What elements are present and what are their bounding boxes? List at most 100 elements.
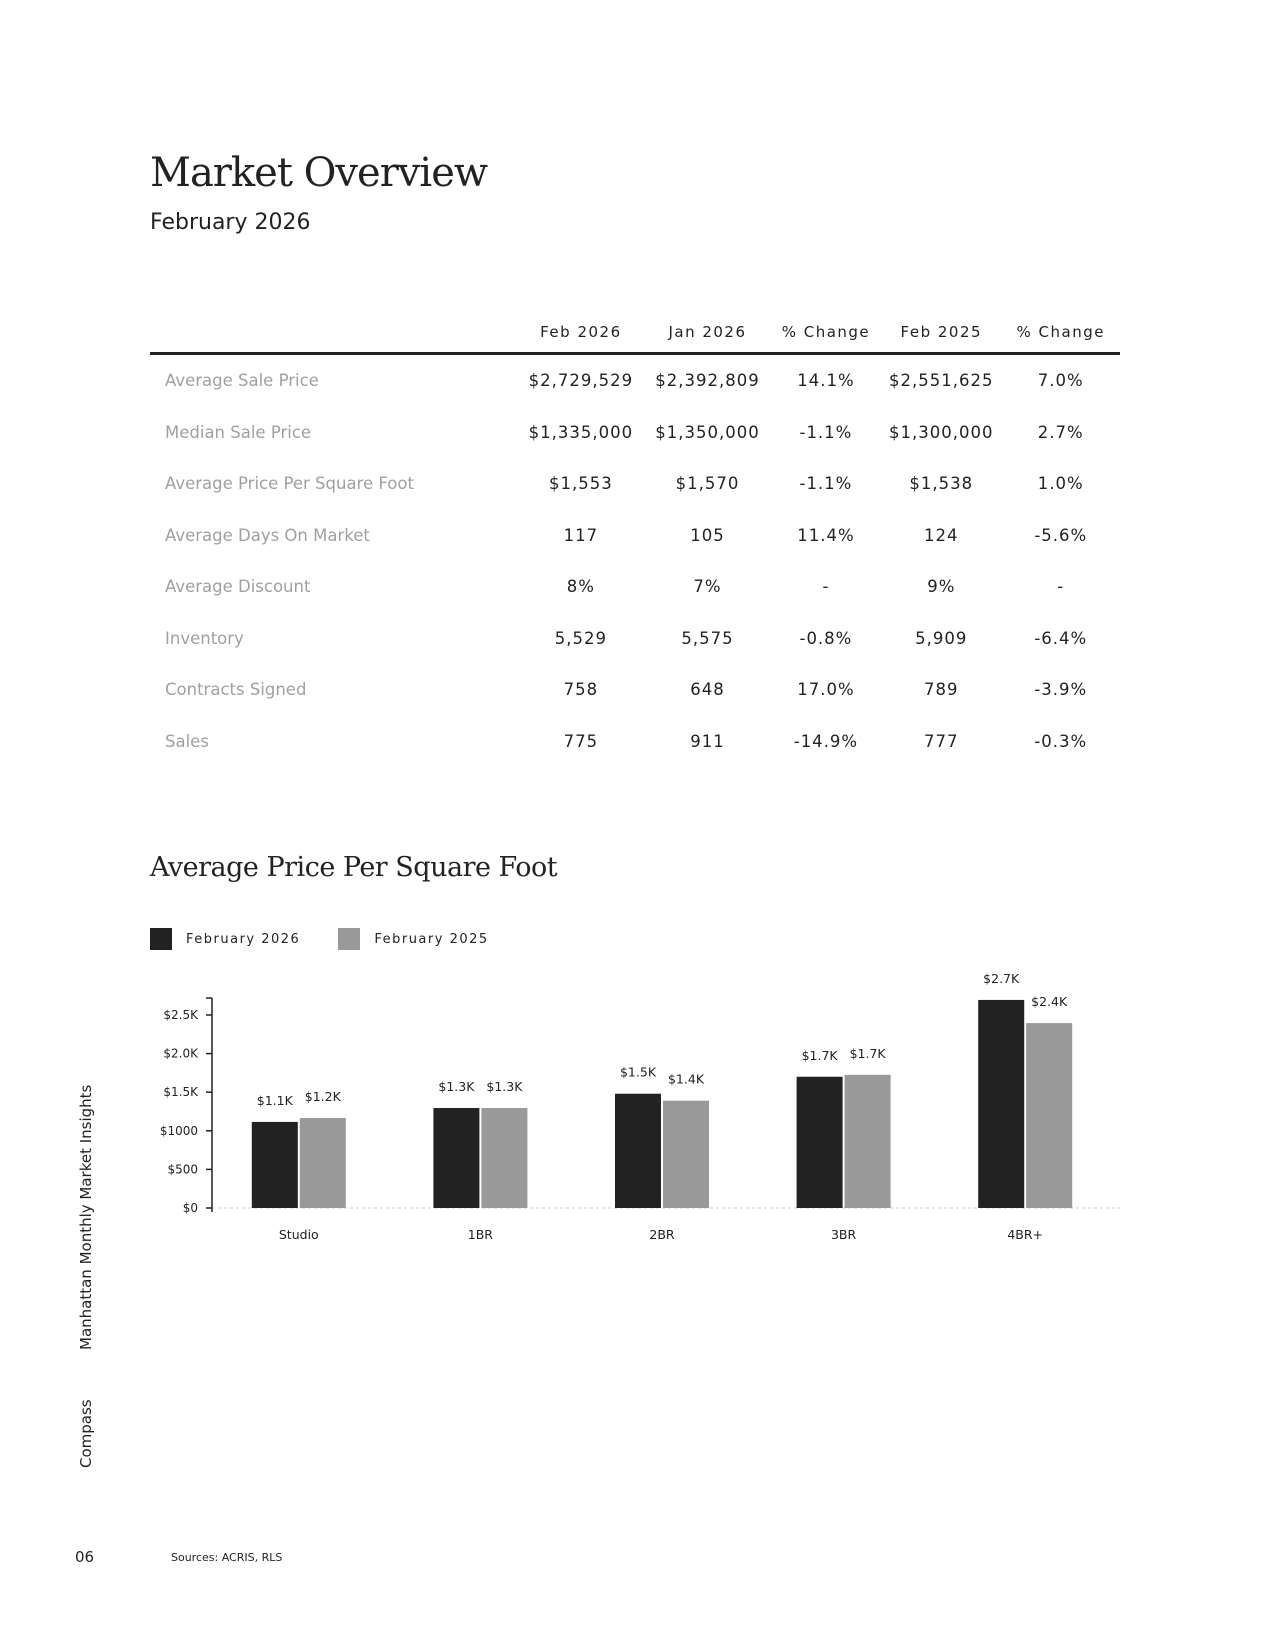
table-row: Average Days On Market 117 105 11.4% 124 -5.6… <box>150 510 1120 562</box>
row-label: Sales <box>165 731 209 751</box>
y-tick-label: $2.0K <box>163 1047 199 1061</box>
cell-value: 124 <box>924 525 959 545</box>
bar <box>663 1100 709 1208</box>
cell-value: 5,529 <box>554 628 607 648</box>
y-tick-label: $1.5K <box>163 1085 199 1099</box>
data-label: $1.3K <box>438 1079 475 1094</box>
column-header: % Change <box>1001 312 1120 355</box>
cell-value: 758 <box>563 680 599 700</box>
cell-value: 789 <box>924 680 959 700</box>
cell-value: 9% <box>927 577 956 597</box>
bar <box>299 1118 346 1208</box>
data-label: $1.2K <box>305 1089 342 1104</box>
cell-value: 7.0% <box>1037 371 1084 391</box>
legend-item-feb-2025: February 2025 <box>338 928 488 950</box>
cell-value: -14.9% <box>793 731 859 751</box>
page-title: Market Overview <box>150 150 488 196</box>
bar <box>796 1076 843 1208</box>
table-row: Sales 775 911 -14.9% 777 -0.3% <box>150 716 1120 768</box>
cell-value: 775 <box>563 731 599 751</box>
cell-value: - <box>1057 577 1065 597</box>
cell-value: -6.4% <box>1034 628 1088 648</box>
row-label: Median Sale Price <box>165 422 312 442</box>
cell-value: $2,392,809 <box>655 371 760 391</box>
chart-legend: February 2026 February 2025 <box>150 928 527 950</box>
x-tick-label: 3BR <box>831 1227 857 1242</box>
cell-value: $1,300,000 <box>889 422 994 442</box>
cell-value: -0.8% <box>799 628 853 648</box>
side-label-report: Manhattan Monthly Market Insights <box>77 1084 95 1350</box>
cell-value: 11.4% <box>797 525 855 545</box>
cell-value: -1.1% <box>799 474 853 494</box>
bar <box>1026 1023 1073 1208</box>
legend-label: February 2026 <box>186 931 301 947</box>
cell-value: 5,909 <box>915 628 968 648</box>
cell-value: 1.0% <box>1037 474 1084 494</box>
cell-value: 777 <box>924 731 959 751</box>
cell-value: 8% <box>566 577 595 597</box>
x-tick-label: Studio <box>279 1227 319 1242</box>
column-header: Jan 2026 <box>644 312 771 355</box>
table-row: Average Sale Price $2,729,529 $2,392,809 14… <box>150 354 1120 407</box>
cell-value: $1,553 <box>549 474 613 494</box>
table-row: Average Discount 8% 7% - 9% - <box>150 561 1120 613</box>
cell-value: 7% <box>693 577 722 597</box>
column-header <box>150 312 518 355</box>
legend-swatch-icon <box>338 928 361 950</box>
page-subtitle: February 2026 <box>150 210 311 235</box>
bar <box>615 1093 661 1208</box>
chart-title: Average Price Per Square Foot <box>150 852 558 883</box>
side-label-brand: Compass <box>77 1399 95 1468</box>
data-label: $1.7K <box>850 1046 887 1061</box>
data-label: $1.5K <box>620 1065 657 1080</box>
bar <box>433 1108 480 1208</box>
bar <box>251 1121 298 1208</box>
cell-value: $1,335,000 <box>528 422 634 442</box>
legend-label: February 2025 <box>374 931 489 947</box>
column-header: Feb 2026 <box>517 312 645 355</box>
cell-value: -3.9% <box>1034 680 1088 700</box>
data-label: $1.4K <box>668 1072 705 1087</box>
cell-value: 17.0% <box>797 680 855 700</box>
data-label: $1.3K <box>486 1079 523 1094</box>
cell-value: -5.6% <box>1034 525 1088 545</box>
row-label: Contracts Signed <box>165 680 307 700</box>
bar-chart: $0 $500 $1000 $1.5K $2.0K $2.5K Studio $1.1K $1.… <box>160 971 1120 1242</box>
page-number: 06 <box>75 1548 95 1566</box>
table-header-row: Feb 2026 Jan 2026% Change Feb 2025% Change <box>150 312 1120 355</box>
legend-swatch-icon <box>150 928 172 950</box>
table-row: Average Price Per Square Foot $1,553 $1,57… <box>150 458 1120 510</box>
cell-value: $1,350,000 <box>655 422 760 442</box>
x-tick-label: 2BR <box>649 1227 675 1242</box>
data-label: $2.4K <box>1031 994 1068 1009</box>
table-row: Inventory 5,529 5,575 -0.8% 5,909 -6.4% <box>150 613 1120 665</box>
sources-note: Sources: ACRIS, RLS <box>171 1551 283 1564</box>
market-overview-table: Feb 2026 Jan 2026% Change Feb 2025% Change… <box>150 312 1120 767</box>
data-label: $2.7K <box>983 971 1020 986</box>
legend-item-feb-2026: February 2026 <box>150 928 300 950</box>
x-tick-label: 4BR+ <box>1007 1227 1043 1242</box>
cell-value: $1,538 <box>909 474 974 494</box>
cell-value: 2.7% <box>1037 422 1084 442</box>
row-label: Inventory <box>165 628 244 648</box>
data-label: $1.7K <box>802 1048 839 1063</box>
bar <box>844 1074 891 1208</box>
row-label: Average Discount <box>165 577 311 597</box>
cell-value: -0.3% <box>1034 731 1088 751</box>
cell-value: 117 <box>563 525 599 545</box>
table-row: Median Sale Price $1,335,000 $1,350,000 -1.… <box>150 407 1120 459</box>
cell-value: $1,570 <box>675 474 740 494</box>
cell-value: $2,729,529 <box>528 371 634 391</box>
row-label: Average Sale Price <box>165 371 319 391</box>
column-header: % Change <box>770 312 882 355</box>
cell-value: 5,575 <box>681 628 734 648</box>
table-row: Contracts Signed 758 648 17.0% 789 -3.9% <box>150 664 1120 716</box>
y-tick-label: $500 <box>167 1162 198 1176</box>
row-label: Average Days On Market <box>165 525 370 545</box>
cell-value: 911 <box>690 731 725 751</box>
y-tick-label: $1000 <box>160 1124 198 1138</box>
bar <box>481 1108 528 1208</box>
cell-value: 14.1% <box>797 371 855 391</box>
column-header: Feb 2025 <box>881 312 1002 355</box>
x-tick-label: 1BR <box>468 1227 494 1242</box>
